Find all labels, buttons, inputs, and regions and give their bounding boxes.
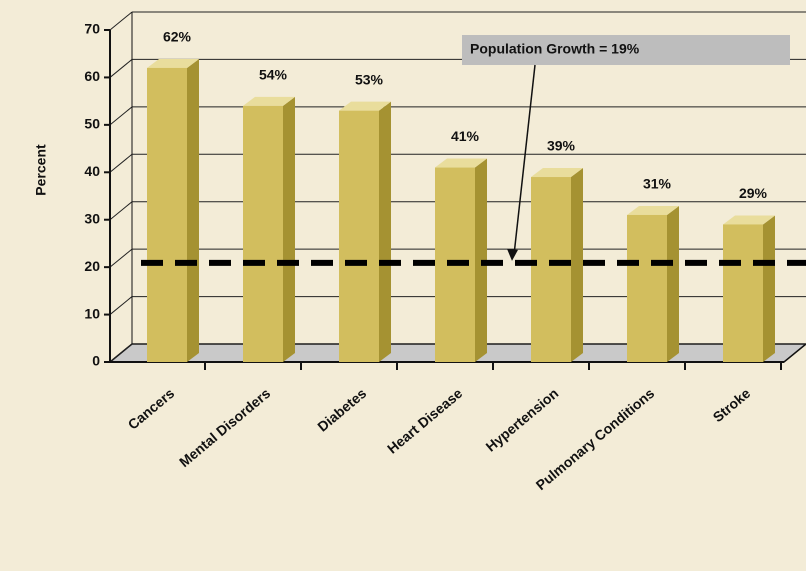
x-tick-label: Hypertension — [482, 385, 561, 455]
annotation-box — [462, 35, 790, 65]
annotation: Population Growth = 19% — [470, 41, 640, 57]
bar — [147, 67, 187, 362]
bar-side — [763, 215, 775, 362]
bar-side — [187, 58, 199, 362]
y-axis-label: Percent — [33, 144, 49, 196]
bar — [531, 177, 571, 362]
x-tick-label: Mental Disorders — [176, 385, 273, 470]
bar-top — [339, 101, 391, 111]
bar — [627, 214, 667, 362]
side-grid-line — [109, 343, 133, 363]
y-tick-label: 30 — [84, 210, 100, 226]
value-label: 54% — [259, 67, 288, 83]
x-tick-label: Diabetes — [314, 385, 369, 435]
arrow-head — [507, 248, 518, 261]
side-grid-line — [109, 201, 133, 221]
value-label: 39% — [547, 138, 576, 154]
bar — [339, 110, 379, 362]
bar — [243, 105, 283, 362]
y-tick-label: 40 — [84, 163, 100, 179]
annotation-arrow — [513, 64, 536, 255]
bar-side — [571, 168, 583, 362]
side-grid-line — [109, 106, 133, 126]
bar-top — [147, 58, 199, 68]
bar-side — [667, 205, 679, 362]
y-tick-label: 20 — [84, 258, 100, 274]
side-grid-line — [109, 153, 133, 173]
x-tick-label: Stroke — [710, 385, 754, 425]
y-tick-label: 60 — [84, 68, 100, 84]
bar-top — [723, 215, 775, 225]
y-tick-label: 0 — [92, 353, 100, 369]
bar — [723, 224, 763, 362]
y-tick-label: 50 — [84, 116, 100, 132]
bar-top — [435, 158, 487, 168]
x-tick-label: Heart Disease — [384, 385, 465, 457]
bar-top — [243, 96, 295, 106]
side-grid-line — [109, 59, 133, 78]
value-label: 53% — [355, 71, 384, 87]
value-label: 31% — [643, 176, 672, 192]
side-grid-line — [109, 296, 133, 315]
bar-top — [531, 168, 583, 178]
x-tick-label: Cancers — [125, 385, 178, 433]
side-grid-line — [109, 11, 133, 31]
side-grid-line — [109, 248, 133, 268]
bar-side — [379, 101, 391, 362]
bar-top — [627, 205, 679, 215]
bar-side — [283, 96, 295, 362]
value-label: 62% — [163, 29, 192, 45]
value-label: 41% — [451, 128, 480, 144]
y-tick-label: 10 — [84, 305, 100, 321]
y-tick-label: 70 — [84, 21, 100, 37]
value-label: 29% — [739, 185, 768, 201]
